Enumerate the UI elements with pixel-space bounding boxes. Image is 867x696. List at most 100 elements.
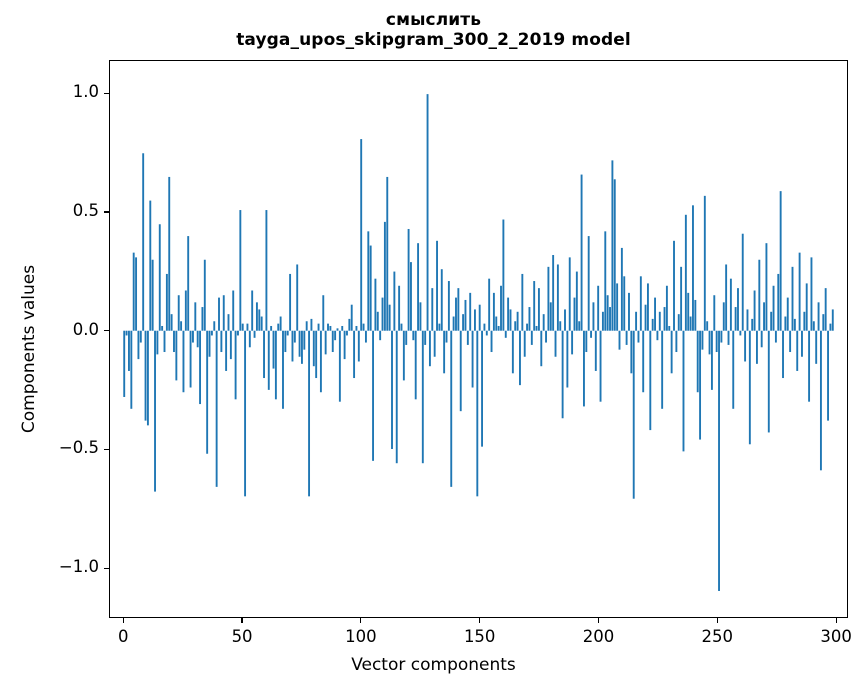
bar <box>222 295 225 331</box>
bar <box>568 257 571 331</box>
bar <box>208 330 211 357</box>
bar <box>305 321 308 331</box>
bar <box>187 236 190 331</box>
bar <box>357 330 360 362</box>
bar <box>763 302 766 331</box>
bar <box>391 330 393 450</box>
bar <box>789 330 792 353</box>
bar <box>699 330 702 440</box>
bar <box>772 285 775 331</box>
bar <box>196 330 199 348</box>
bar <box>372 330 374 461</box>
bar <box>625 330 628 345</box>
bar <box>680 266 683 331</box>
bar <box>189 330 192 388</box>
bar <box>677 314 680 331</box>
bar <box>616 283 619 331</box>
bar <box>282 330 284 409</box>
y-tick-label: −0.5 <box>58 438 99 458</box>
plot-axes <box>109 60 848 618</box>
bar <box>490 330 493 353</box>
bar <box>706 321 709 331</box>
bar <box>675 330 678 353</box>
bar <box>353 330 356 379</box>
bar <box>218 297 220 331</box>
bar <box>824 288 827 331</box>
bar <box>644 304 647 331</box>
bar <box>130 330 133 409</box>
bar <box>364 330 367 343</box>
bar <box>564 309 566 331</box>
bar <box>334 330 337 341</box>
bar <box>751 318 754 331</box>
bar <box>803 311 806 331</box>
bar <box>151 259 154 331</box>
bar <box>566 330 569 388</box>
bar <box>620 247 623 331</box>
bar <box>447 281 450 331</box>
bar <box>286 330 289 336</box>
bar <box>315 330 318 379</box>
bar <box>398 285 401 331</box>
bar <box>623 276 626 331</box>
bar <box>587 236 590 331</box>
bar <box>319 330 322 393</box>
bar <box>514 321 517 331</box>
bar <box>765 243 768 331</box>
y-tick-mark <box>104 92 109 94</box>
bar <box>592 302 595 331</box>
bar <box>516 311 519 331</box>
bar <box>485 330 488 336</box>
bar <box>310 318 313 331</box>
bar <box>312 330 315 367</box>
bar <box>481 330 483 447</box>
y-tick-mark <box>104 330 109 332</box>
bar <box>175 330 178 381</box>
bar <box>440 269 443 331</box>
bar <box>559 321 562 331</box>
x-tick-mark <box>241 618 243 623</box>
bar <box>255 302 258 331</box>
bar <box>746 309 749 331</box>
bar <box>528 307 531 331</box>
bar <box>549 302 552 331</box>
bar <box>708 330 711 355</box>
bar <box>428 330 431 367</box>
bar <box>260 316 263 331</box>
bar <box>722 302 725 331</box>
bar <box>471 330 474 388</box>
bar <box>720 330 723 343</box>
bar <box>692 205 694 331</box>
bar <box>665 285 668 331</box>
bar <box>758 259 761 331</box>
bar <box>168 176 171 331</box>
bar <box>177 295 180 331</box>
bar <box>542 314 545 331</box>
bar <box>606 295 609 331</box>
bar <box>618 330 621 350</box>
bar <box>526 323 529 331</box>
bar <box>561 330 564 419</box>
bar <box>161 325 164 331</box>
bar <box>227 314 230 331</box>
bar <box>128 330 130 371</box>
bar <box>682 330 685 452</box>
bar <box>466 330 469 345</box>
bar <box>805 283 808 331</box>
bar <box>715 330 718 353</box>
x-tick-label: 300 <box>820 627 852 646</box>
bar <box>194 302 197 331</box>
bar <box>585 330 588 353</box>
bar <box>163 330 166 353</box>
bar <box>478 304 481 331</box>
bar <box>779 191 782 331</box>
bar <box>628 292 630 331</box>
bar <box>819 330 822 471</box>
bar <box>500 285 502 331</box>
bar <box>341 325 344 331</box>
bar-series <box>123 94 834 591</box>
bar <box>590 330 593 338</box>
bar <box>497 325 500 331</box>
bar <box>703 195 706 331</box>
